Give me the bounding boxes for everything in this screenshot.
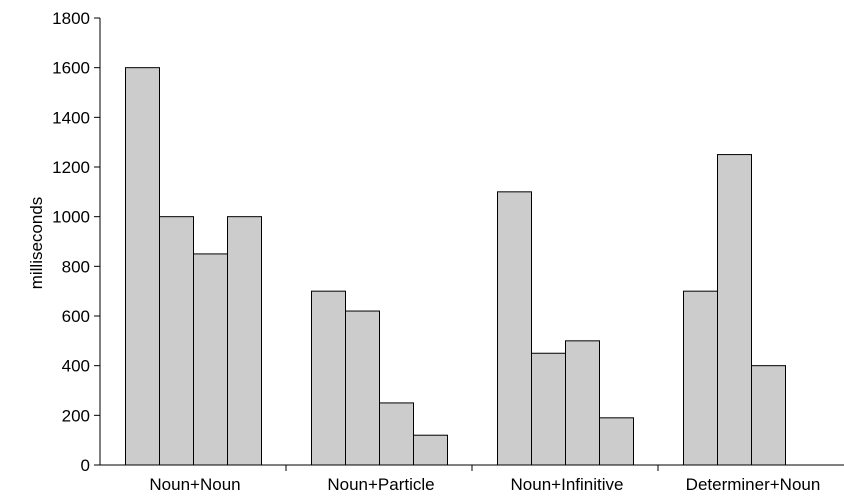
bar xyxy=(227,216,262,466)
y-tick-label: 1000 xyxy=(52,208,90,227)
bars xyxy=(125,67,786,466)
bar xyxy=(311,290,346,466)
x-category-label: Noun+Particle xyxy=(327,475,434,494)
x-category-label: Determiner+Noun xyxy=(686,475,821,494)
bar xyxy=(751,365,786,466)
y-axis-ticks: 0 200 400 600 800 1000 1200 1400 1600 1800 xyxy=(52,9,100,475)
bar xyxy=(565,340,600,466)
x-category-label: Noun+Noun xyxy=(149,475,240,494)
bar xyxy=(159,216,194,466)
bar xyxy=(683,290,718,466)
bar xyxy=(379,402,414,466)
x-axis-ticks: Noun+Noun Noun+Particle Noun+Infinitive Det… xyxy=(149,465,820,494)
bar xyxy=(717,154,752,466)
bar xyxy=(599,417,634,466)
y-tick-label: 600 xyxy=(62,307,90,326)
y-tick-label: 200 xyxy=(62,406,90,425)
y-tick-label: 1800 xyxy=(52,9,90,28)
y-tick-label: 1200 xyxy=(52,158,90,177)
bar xyxy=(193,253,228,466)
y-tick-label: 800 xyxy=(62,257,90,276)
bar xyxy=(531,352,566,466)
bar xyxy=(125,67,160,466)
bar xyxy=(413,434,448,466)
bar xyxy=(345,310,380,466)
y-tick-label: 0 xyxy=(81,456,90,475)
x-category-label: Noun+Infinitive xyxy=(511,475,624,494)
y-axis-label: milliseconds xyxy=(27,197,46,290)
y-tick-label: 400 xyxy=(62,357,90,376)
bar xyxy=(497,191,532,466)
y-tick-label: 1600 xyxy=(52,59,90,78)
y-tick-label: 1400 xyxy=(52,108,90,127)
